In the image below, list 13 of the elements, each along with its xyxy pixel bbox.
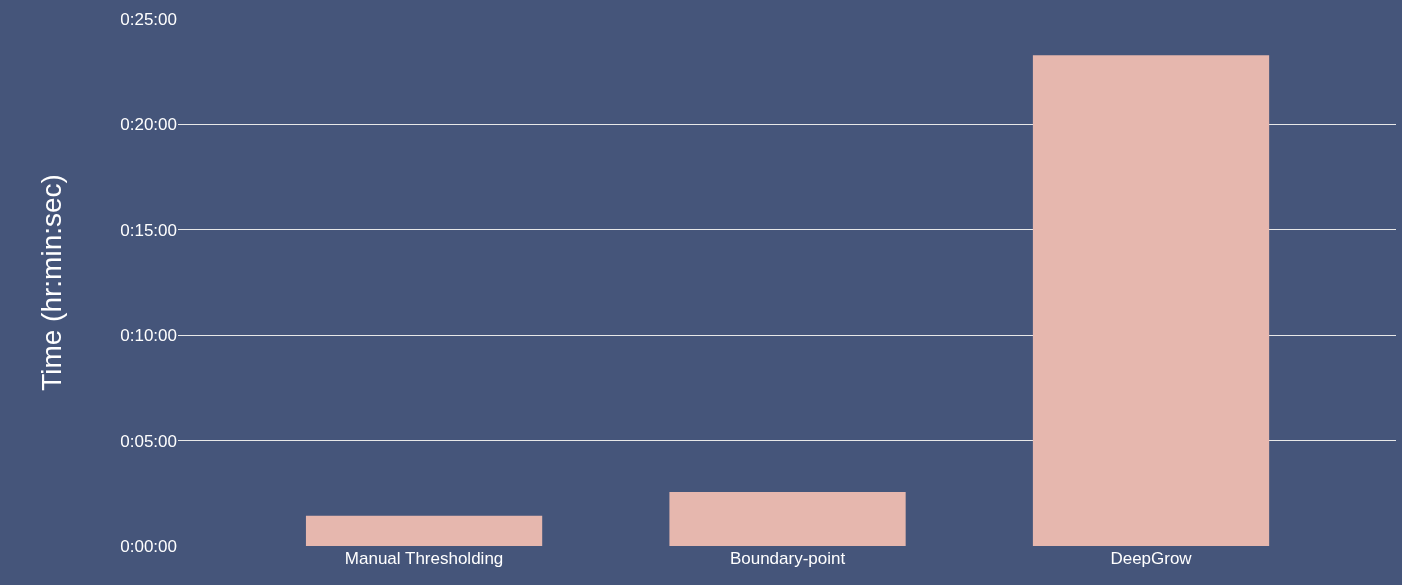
y-tick-label: 0:20:00 [120,115,177,135]
y-tick-label: 0:15:00 [120,220,177,240]
x-tick-label: DeepGrow [1110,549,1193,568]
bar [305,515,543,546]
y-tick-label: 0:05:00 [120,431,177,451]
y-axis-title: Time (hr:min:sec) [35,174,67,391]
y-tick-label: 0:00:00 [120,536,177,556]
y-tick-label: 0:25:00 [120,9,177,29]
y-tick-label: 0:10:00 [120,326,177,346]
bar [1032,55,1270,546]
x-tick-label: Manual Thresholding [344,549,504,568]
x-tick-label: Boundary-point [729,549,846,568]
bar [669,491,906,546]
